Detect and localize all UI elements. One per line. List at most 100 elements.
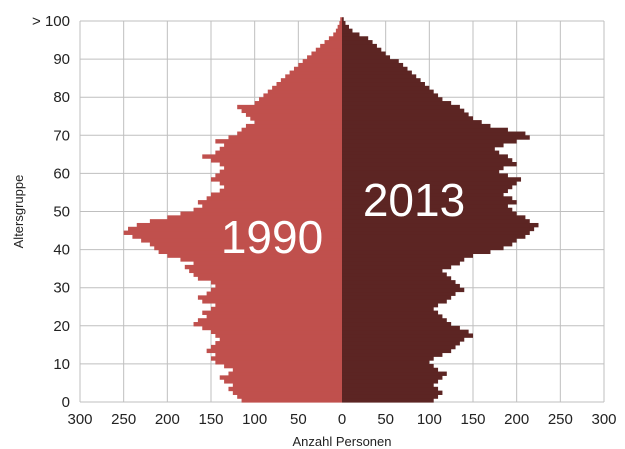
- x-tick-label: 300: [67, 411, 92, 428]
- bar-1990-age-87: [293, 66, 342, 72]
- bar-1990-age-37: [180, 257, 342, 262]
- x-axis-label: Anzahl Personen: [292, 434, 391, 449]
- bar-2013-age-42: [342, 238, 517, 243]
- bar-2013-age-80: [342, 93, 439, 98]
- bar-2013-age-37: [342, 257, 465, 262]
- bar-1990-age-90: [307, 55, 342, 60]
- bar-2013-age-74: [342, 116, 473, 121]
- bar-1990-age-71: [241, 127, 342, 133]
- bar-2013-age-2: [342, 390, 443, 395]
- bar-1990-age-22: [206, 314, 342, 319]
- bar-1990-age-89: [302, 59, 342, 64]
- bar-2013-age-28: [342, 291, 456, 296]
- bar-1990-age-78: [254, 101, 342, 106]
- bar-1990-age-21: [197, 318, 342, 323]
- bar-2013-age-98: [342, 24, 349, 30]
- annotation-2013: 2013: [363, 174, 465, 226]
- bar-1990-age-13: [206, 348, 342, 354]
- bar-1990-age-42: [141, 238, 342, 243]
- bar-2013-age-66: [342, 146, 495, 152]
- bar-2013-age-65: [342, 150, 500, 155]
- x-tick-label: 250: [111, 411, 136, 428]
- bar-1990-age-100: [340, 17, 342, 22]
- bar-1990-age-86: [289, 70, 342, 75]
- y-tick-label: 80: [53, 89, 70, 106]
- bar-1990-age-48: [167, 215, 342, 220]
- x-tick-label: 50: [290, 411, 307, 428]
- bar-2013-age-90: [342, 55, 391, 60]
- x-tick-label: 0: [338, 411, 346, 428]
- bar-1990-age-74: [250, 116, 342, 121]
- bars-1990: [123, 17, 343, 403]
- bar-1990-age-62: [219, 162, 342, 167]
- bar-1990-age-99: [339, 21, 342, 26]
- bar-1990-age-38: [167, 253, 342, 258]
- bar-1990-age-43: [132, 234, 342, 239]
- y-tick-label: 70: [53, 127, 70, 144]
- bar-1990-age-44: [123, 230, 343, 235]
- bar-2013-age-8: [342, 367, 439, 373]
- bar-1990-age-27: [197, 295, 342, 300]
- bar-2013-age-33: [342, 272, 447, 277]
- bar-2013-age-88: [342, 62, 404, 68]
- bar-1990-age-45: [128, 226, 342, 232]
- bar-1990-age-82: [272, 85, 342, 91]
- bar-2013-age-43: [342, 234, 526, 239]
- bar-2013-age-97: [342, 28, 353, 34]
- bar-1990-age-66: [219, 146, 342, 152]
- bar-1990-age-60: [219, 169, 342, 174]
- bar-2013-age-83: [342, 81, 425, 87]
- bar-1990-age-67: [224, 142, 342, 148]
- bar-1990-age-40: [154, 245, 342, 251]
- bar-2013-age-21: [342, 318, 447, 323]
- bar-2013-age-79: [342, 97, 443, 102]
- bars-2013: [342, 17, 539, 403]
- y-axis-label: Altersgruppe: [11, 175, 26, 249]
- bar-2013-age-26: [342, 299, 447, 304]
- bar-1990-age-26: [202, 299, 342, 304]
- bar-2013-age-4: [342, 382, 434, 388]
- bar-1990-age-97: [335, 28, 342, 34]
- x-tick-label: 250: [548, 411, 573, 428]
- bar-1990-age-94: [324, 40, 342, 45]
- bar-1990-age-35: [184, 264, 342, 270]
- bar-2013-age-94: [342, 40, 373, 45]
- bar-1990-age-96: [333, 32, 342, 37]
- bar-1990-age-10: [215, 360, 342, 365]
- bar-1990-age-53: [206, 196, 342, 201]
- bar-2013-age-84: [342, 78, 421, 83]
- bar-1990-age-24: [211, 306, 342, 312]
- bar-1990-age-57: [219, 181, 342, 186]
- bar-1990-age-56: [224, 184, 342, 190]
- x-tick-label: 300: [591, 411, 616, 428]
- bar-1990-age-92: [315, 47, 342, 53]
- bar-1990-age-30: [215, 283, 342, 289]
- bar-2013-age-81: [342, 89, 434, 94]
- annotation-1990: 1990: [221, 211, 323, 263]
- bar-2013-age-60: [342, 169, 500, 174]
- x-tick-label: 150: [198, 411, 223, 428]
- bar-2013-age-78: [342, 101, 452, 106]
- bar-1990-age-36: [193, 261, 342, 266]
- bar-2013-age-51: [342, 203, 508, 209]
- bar-2013-age-17: [342, 333, 473, 338]
- bar-1990-age-95: [328, 36, 342, 41]
- bar-2013-age-45: [342, 226, 535, 232]
- bar-1990-age-15: [215, 341, 342, 346]
- bar-1990-age-49: [180, 211, 342, 216]
- bar-1990-age-19: [202, 325, 342, 331]
- bar-2013-age-72: [342, 123, 491, 129]
- bar-1990-age-5: [224, 379, 342, 384]
- bar-2013-age-27: [342, 295, 452, 300]
- bar-1990-age-63: [211, 158, 342, 163]
- bar-2013-age-47: [342, 219, 530, 224]
- bar-1990-age-6: [219, 375, 342, 380]
- bar-1990-age-39: [158, 249, 342, 255]
- bar-2013-age-36: [342, 261, 460, 266]
- bar-2013-age-86: [342, 70, 412, 75]
- bar-2013-age-91: [342, 51, 386, 56]
- bar-1990-age-17: [215, 333, 342, 338]
- bar-2013-age-12: [342, 352, 443, 357]
- bar-1990-age-25: [215, 302, 342, 308]
